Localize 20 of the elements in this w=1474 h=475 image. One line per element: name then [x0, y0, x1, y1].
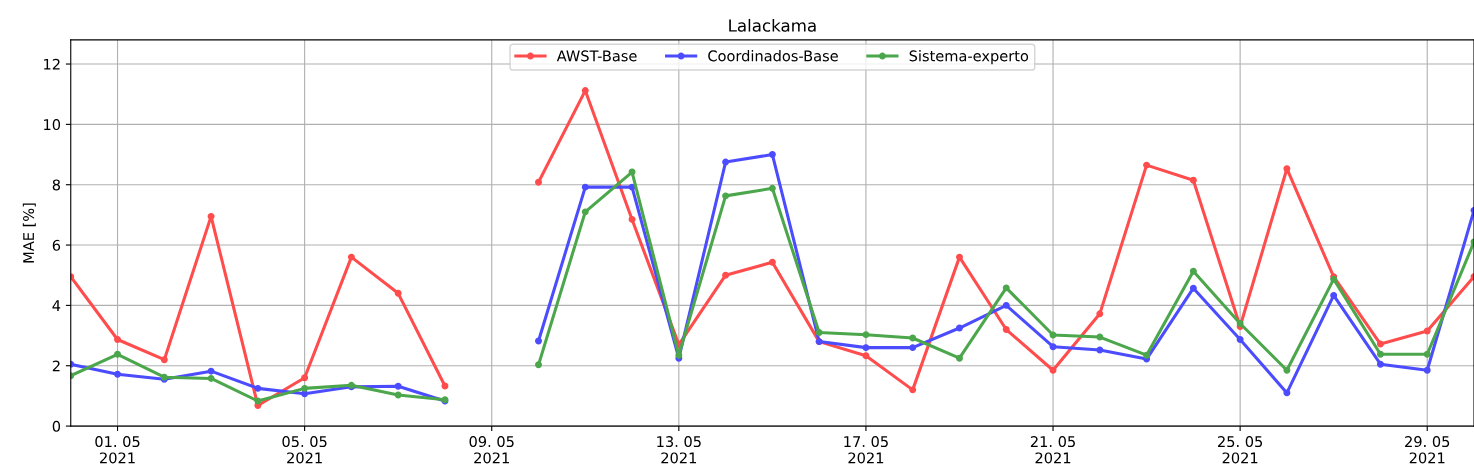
- x-tick-label: 13. 05 2021: [657, 436, 701, 464]
- x-tick-label: 09. 05 2021: [469, 436, 514, 464]
- x-tick-label: 17. 05 2021: [844, 436, 888, 464]
- x-tick-label: 25. 05 2021: [1218, 436, 1263, 464]
- x-tick-label: 05. 05 2021: [282, 436, 327, 464]
- y-tick-label: 10: [44, 119, 61, 131]
- x-tick-label: 01. 05 2021: [95, 436, 140, 464]
- legend-label: AWST-Base: [556, 50, 637, 62]
- y-tick-label: 2: [52, 360, 60, 372]
- y-tick-label: 8: [52, 179, 61, 191]
- x-tick-label: 21. 05 2021: [1030, 436, 1075, 464]
- legend-label: Coordinados-Base: [708, 50, 838, 62]
- y-axis-title: MAE [%]: [22, 203, 36, 263]
- y-tick-label: 12: [44, 58, 60, 70]
- y-tick-label: 0: [52, 420, 61, 432]
- legend-label: Sistema-experto: [909, 50, 1029, 65]
- chart-title: Lalackama: [729, 18, 816, 32]
- y-tick-label: 6: [52, 239, 61, 251]
- x-tick-label: 29. 05 2021: [1405, 436, 1450, 464]
- y-tick-label: 4: [52, 300, 61, 311]
